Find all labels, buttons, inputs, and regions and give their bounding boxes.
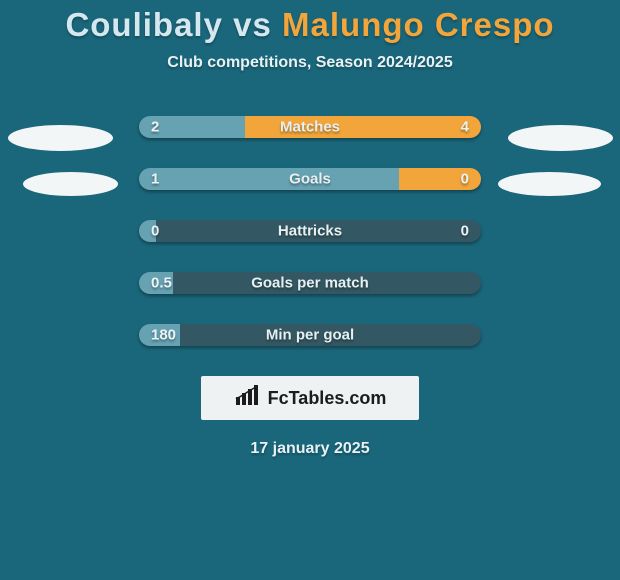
stat-label: Goals per match bbox=[251, 275, 369, 292]
stat-label: Goals bbox=[289, 171, 331, 188]
stat-value-right: 0 bbox=[461, 223, 469, 240]
stat-row: 180 Min per goal bbox=[0, 322, 620, 348]
stat-bar-track: 0.5 Goals per match bbox=[139, 272, 481, 294]
stats-list: 2 4 Matches 1 0 Goals 0 0 Hattricks 0.5 Goals per … bbox=[0, 114, 620, 348]
player-b-name: Malungo Crespo bbox=[282, 6, 555, 43]
player-a-badge bbox=[23, 172, 118, 196]
stat-bar-left bbox=[139, 168, 399, 190]
infographic-canvas: Coulibaly vs Malungo Crespo Club competi… bbox=[0, 0, 620, 580]
subtitle: Club competitions, Season 2024/2025 bbox=[0, 54, 620, 72]
vs-label: vs bbox=[233, 6, 272, 43]
stat-value-left: 2 bbox=[151, 119, 159, 136]
stat-label: Matches bbox=[280, 119, 340, 136]
stat-value-right: 4 bbox=[461, 119, 469, 136]
stat-value-left: 1 bbox=[151, 171, 159, 188]
stat-bar-track: 180 Min per goal bbox=[139, 324, 481, 346]
stat-row: 0.5 Goals per match bbox=[0, 270, 620, 296]
brand-text: FcTables.com bbox=[268, 388, 387, 409]
brand-logo: FcTables.com bbox=[201, 376, 419, 420]
bar-chart-icon bbox=[234, 385, 262, 412]
player-b-badge bbox=[508, 125, 613, 151]
stat-label: Hattricks bbox=[278, 223, 342, 240]
stat-value-left: 0.5 bbox=[151, 275, 172, 292]
player-b-badge bbox=[498, 172, 601, 196]
stat-value-left: 0 bbox=[151, 223, 159, 240]
page-title: Coulibaly vs Malungo Crespo bbox=[0, 0, 620, 44]
stat-bar-track: 2 4 Matches bbox=[139, 116, 481, 138]
stat-bar-track: 0 0 Hattricks bbox=[139, 220, 481, 242]
player-a-name: Coulibaly bbox=[65, 6, 223, 43]
stat-value-left: 180 bbox=[151, 327, 176, 344]
stat-row: 0 0 Hattricks bbox=[0, 218, 620, 244]
date-label: 17 january 2025 bbox=[0, 440, 620, 458]
player-a-badge bbox=[8, 125, 113, 151]
stat-value-right: 0 bbox=[461, 171, 469, 188]
stat-label: Min per goal bbox=[266, 327, 354, 344]
stat-bar-track: 1 0 Goals bbox=[139, 168, 481, 190]
